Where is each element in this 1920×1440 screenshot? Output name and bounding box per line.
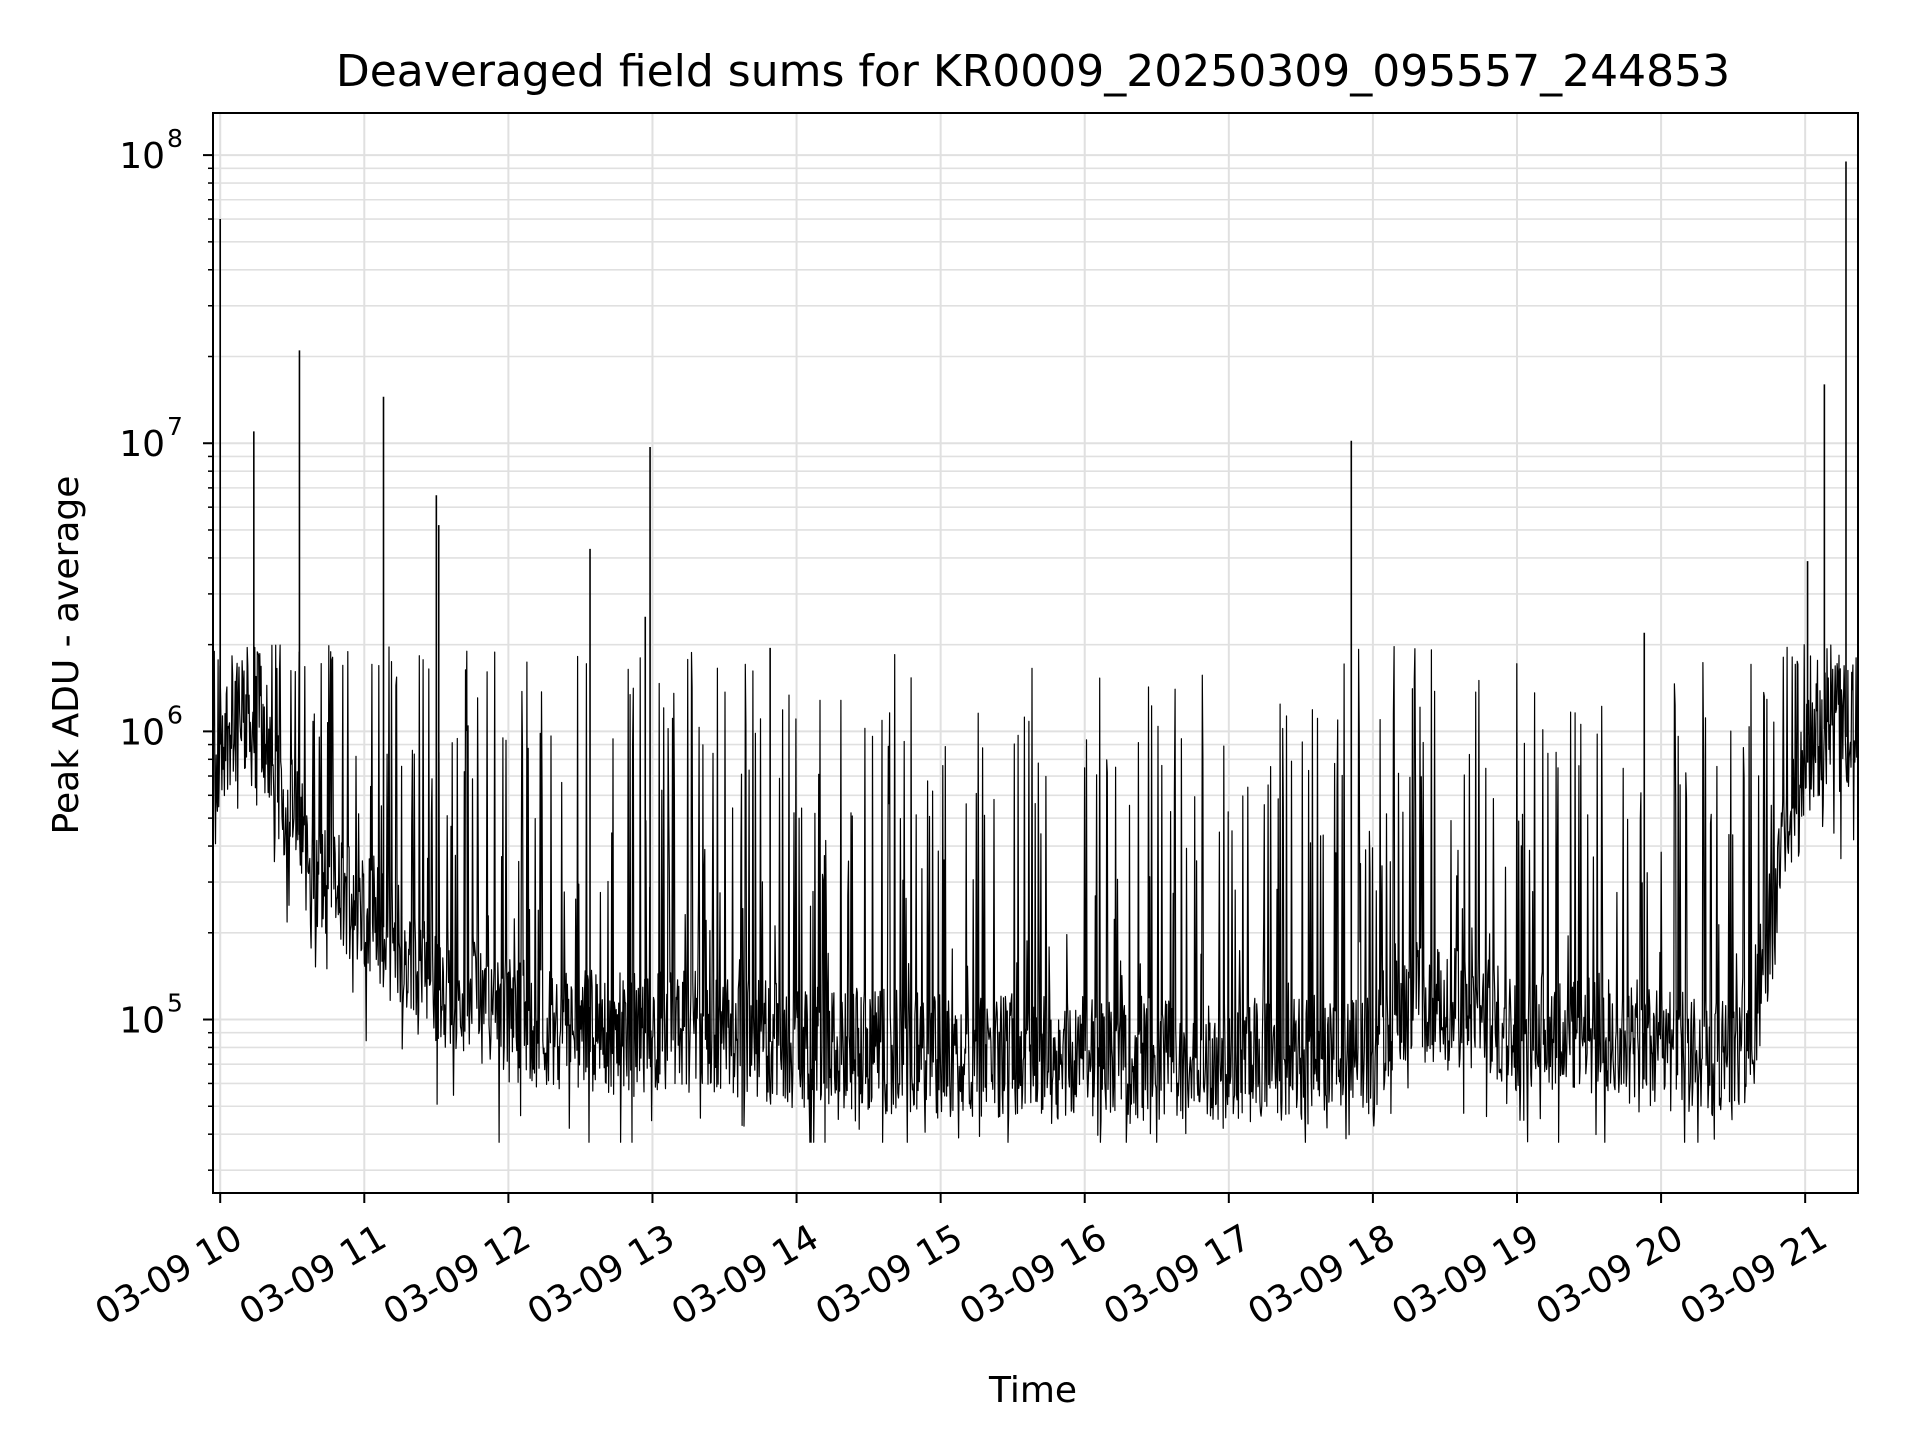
x-tick-label: 03-09 19: [1385, 1217, 1546, 1333]
plot-frame: [212, 112, 1859, 1194]
x-tick-label: 03-09 14: [665, 1217, 826, 1333]
y-tick-exponent: 8: [167, 124, 183, 153]
y-tick-exponent: 5: [167, 989, 183, 1018]
x-tick-label: 03-09 12: [377, 1217, 538, 1333]
x-tick-label: 03-09 16: [953, 1217, 1114, 1333]
x-tick-label: 03-09 21: [1674, 1217, 1835, 1333]
x-tick-label: 03-09 20: [1530, 1217, 1691, 1333]
x-tick-label: 03-09 18: [1241, 1217, 1402, 1333]
x-tick-label: 03-09 17: [1097, 1217, 1258, 1333]
plot-area: [212, 161, 1859, 1143]
y-tick-label: 10: [119, 1001, 165, 1042]
y-tick-label: 10: [119, 424, 165, 465]
x-tick-label: 03-09 11: [233, 1217, 394, 1333]
y-tick-exponent: 6: [167, 700, 183, 729]
x-tick-label: 03-09 13: [521, 1217, 682, 1333]
y-tick-label: 10: [119, 136, 165, 177]
y-axis-label: Peak ADU - average: [46, 476, 87, 835]
data-series-line: [212, 644, 1859, 1143]
x-tick-label: 03-09 10: [89, 1217, 250, 1333]
y-tick-label: 10: [119, 712, 165, 753]
x-axis-label: Time: [988, 1370, 1077, 1411]
y-tick-exponent: 7: [167, 412, 183, 441]
chart-title: Deaveraged field sums for KR0009_2025030…: [336, 46, 1730, 97]
x-tick-label: 03-09 15: [809, 1217, 970, 1333]
